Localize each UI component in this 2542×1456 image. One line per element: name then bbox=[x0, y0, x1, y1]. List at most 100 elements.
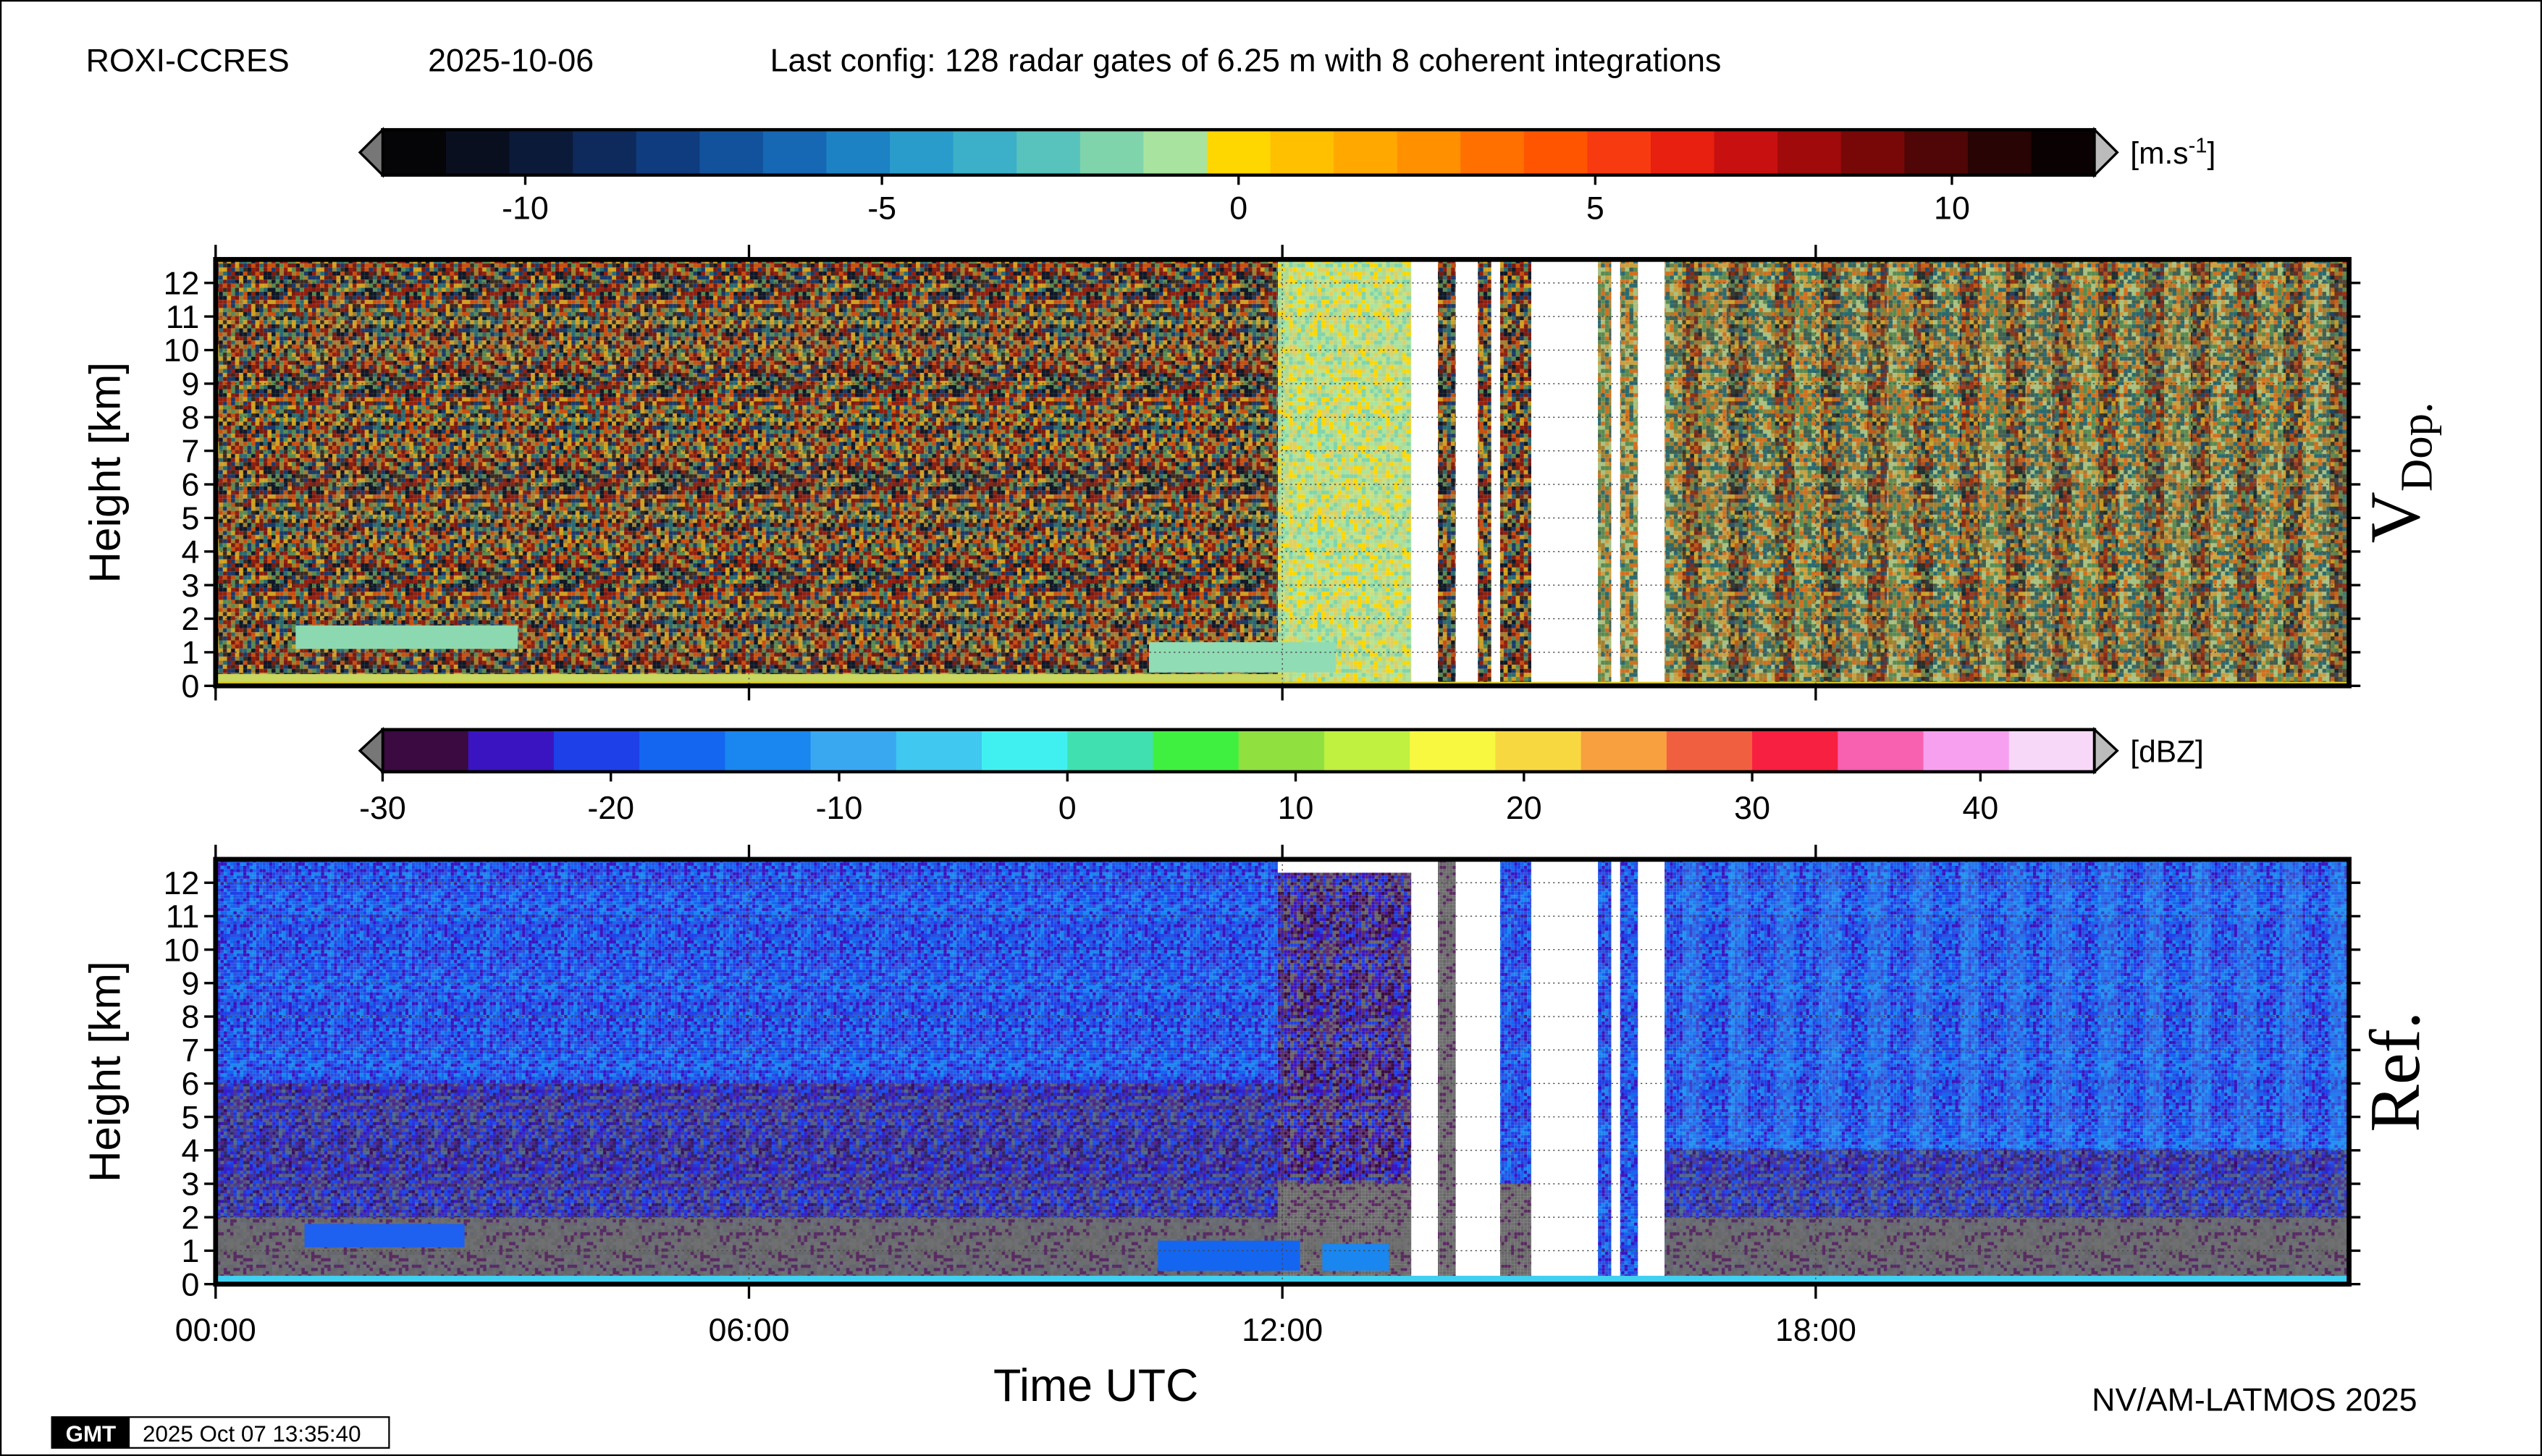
field bbox=[2006, 259, 2026, 686]
field bbox=[295, 625, 518, 649]
field bbox=[1499, 259, 1531, 686]
colorbar-cell bbox=[1666, 729, 1753, 772]
colorbar-tick-label: 10 bbox=[1934, 190, 1970, 226]
y-tick-label: 0 bbox=[182, 668, 200, 704]
field bbox=[1278, 872, 1412, 1184]
field bbox=[1821, 259, 1841, 686]
colorbar-tick-label: 30 bbox=[1734, 790, 1770, 826]
y-tick-label: 4 bbox=[182, 1132, 200, 1169]
credit: NV/AM-LATMOS 2025 bbox=[2092, 1381, 2417, 1418]
field bbox=[1438, 859, 1456, 1284]
field bbox=[1728, 259, 1748, 686]
colorbar-cell bbox=[382, 130, 447, 175]
colorbar-cell bbox=[725, 729, 812, 772]
field bbox=[215, 259, 1279, 686]
x-axis-label: Time UTC bbox=[993, 1360, 1198, 1411]
field bbox=[2145, 259, 2165, 686]
field bbox=[1913, 259, 1933, 686]
colorbar-cell bbox=[1752, 729, 1838, 772]
colorbar-cell bbox=[1067, 729, 1154, 772]
colorbar-cell bbox=[953, 130, 1017, 175]
y-tick-label: 7 bbox=[182, 1032, 200, 1069]
field bbox=[1775, 259, 1795, 686]
colorbar-cell bbox=[1153, 729, 1240, 772]
colorbar-cell bbox=[1967, 130, 2032, 175]
colorbar-tick-label: -30 bbox=[359, 790, 406, 826]
colorbar-cell bbox=[1270, 130, 1334, 175]
plot-frame bbox=[213, 857, 2352, 1287]
station: ROXI-CCRES bbox=[86, 43, 290, 79]
colorbar-cell bbox=[1777, 130, 1842, 175]
y-axis-label: Height [km] bbox=[80, 961, 130, 1182]
colorbar-cell bbox=[1238, 729, 1325, 772]
colorbar-cell bbox=[1017, 130, 1081, 175]
y-tick-label: 10 bbox=[164, 332, 200, 369]
panel-label-part: Ref. bbox=[2356, 1011, 2435, 1132]
y-tick-label: 8 bbox=[182, 999, 200, 1035]
y-tick-label: 12 bbox=[164, 865, 200, 901]
field bbox=[1620, 259, 1638, 686]
colorbar-cell bbox=[1206, 130, 1271, 175]
colorbar-end bbox=[2093, 127, 2119, 178]
y-tick-label: 11 bbox=[166, 899, 199, 935]
colorbar-cell bbox=[982, 729, 1068, 772]
field bbox=[1478, 259, 1491, 686]
colorbar-tick-label: 5 bbox=[1586, 190, 1604, 226]
y-tick-label: 3 bbox=[182, 568, 200, 604]
colorbar-cell bbox=[639, 729, 726, 772]
field bbox=[1959, 259, 1979, 686]
panel-label-part: Dop. bbox=[2391, 402, 2442, 492]
y-tick-label: 1 bbox=[182, 1233, 200, 1269]
colorbar-cell bbox=[1397, 130, 1461, 175]
colorbar-cell bbox=[1904, 130, 1969, 175]
stamp: 2025 Oct 07 13:35:40 bbox=[143, 1421, 361, 1447]
x-tick-label: 12:00 bbox=[1242, 1312, 1323, 1348]
colorbar-cell bbox=[826, 130, 891, 175]
unit-part: [dBZ] bbox=[2130, 735, 2204, 770]
y-tick-label: 3 bbox=[182, 1166, 200, 1203]
colorbar-tick-label: 10 bbox=[1278, 790, 1314, 826]
field bbox=[1499, 1184, 1531, 1284]
colorbar-tick-label: -20 bbox=[587, 790, 634, 826]
field bbox=[1322, 1244, 1389, 1271]
y-axis-label: Height [km] bbox=[80, 362, 130, 584]
y-tick-label: 7 bbox=[182, 433, 200, 469]
y-tick-label: 6 bbox=[182, 1066, 200, 1102]
field bbox=[1867, 259, 1887, 686]
colorbar-cell bbox=[446, 130, 510, 175]
x-tick-label: 18:00 bbox=[1775, 1312, 1856, 1348]
y-tick-label: 9 bbox=[182, 366, 200, 403]
colorbar-cell bbox=[1495, 729, 1582, 772]
y-tick-label: 6 bbox=[182, 467, 200, 503]
colorbar-tick-label: 0 bbox=[1229, 190, 1247, 226]
y-tick-label: 11 bbox=[166, 299, 199, 335]
field bbox=[2329, 259, 2349, 686]
plot-frame bbox=[213, 256, 2352, 689]
colorbar-tick-label: 40 bbox=[1962, 790, 1998, 826]
colorbar-tick-label: -5 bbox=[867, 190, 896, 226]
field bbox=[2098, 259, 2118, 686]
colorbar-cell bbox=[509, 130, 573, 175]
field bbox=[1158, 1240, 1300, 1271]
y-tick-label: 0 bbox=[182, 1266, 200, 1303]
colorbar-cell bbox=[1714, 130, 1778, 175]
y-tick-label: 5 bbox=[182, 1099, 200, 1135]
unit-part: ] bbox=[2207, 136, 2215, 171]
colorbar-cell bbox=[762, 130, 828, 175]
colorbar-cell bbox=[1323, 729, 1410, 772]
colorbar-cell bbox=[1334, 130, 1398, 175]
field bbox=[2283, 259, 2303, 686]
colorbar-cell bbox=[1650, 130, 1715, 175]
colorbar-cell bbox=[1581, 729, 1667, 772]
y-tick-label: 8 bbox=[182, 400, 200, 436]
panel-label: Ref. bbox=[2356, 1011, 2435, 1132]
field bbox=[215, 1276, 2349, 1284]
field bbox=[2236, 259, 2257, 686]
colorbar-cell bbox=[2008, 729, 2095, 772]
colorbar-cell bbox=[1840, 130, 1905, 175]
y-tick-label: 9 bbox=[182, 966, 200, 1002]
field bbox=[1278, 259, 1412, 686]
colorbar-cell bbox=[573, 130, 637, 175]
